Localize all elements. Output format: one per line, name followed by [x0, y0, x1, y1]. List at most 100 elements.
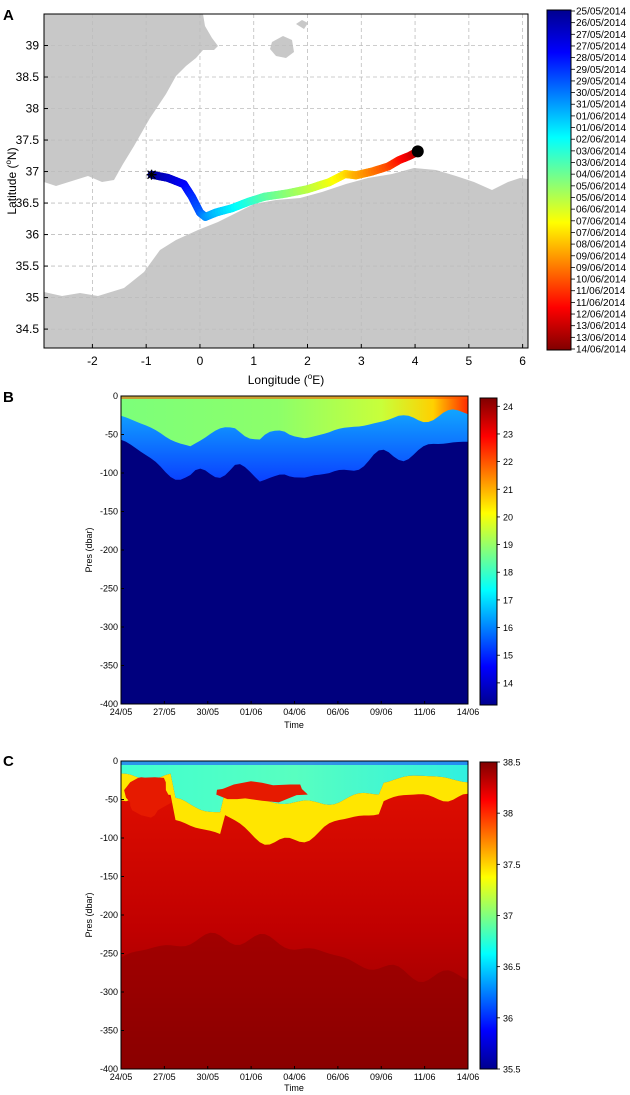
temperature-colorbar: [479, 397, 498, 706]
heatmap-ytick-label: -250: [100, 584, 118, 594]
colorbar-tick-label: 23: [503, 429, 513, 439]
map-ytick-label: 38: [26, 102, 40, 116]
date-colorbar: [546, 9, 572, 351]
date-colorbar-label: 01/06/2014: [576, 111, 626, 122]
heatmap-ytick-label: -150: [100, 872, 118, 882]
panel-a-letter: A: [3, 7, 14, 24]
date-colorbar-label: 11/06/2014: [576, 286, 626, 297]
date-colorbar-label: 03/06/2014: [576, 146, 626, 157]
map-ytick-label: 36.5: [16, 196, 40, 210]
date-colorbar-label: 28/05/2014: [576, 53, 626, 64]
date-colorbar-label: 13/06/2014: [576, 333, 626, 344]
date-colorbar-labels: 25/05/201426/05/201427/05/201427/05/2014…: [571, 7, 626, 356]
colorbar-tick-label: 24: [503, 402, 513, 412]
date-colorbar-label: 05/06/2014: [576, 193, 626, 204]
halocline-band: [121, 773, 468, 845]
date-colorbar-label: 02/06/2014: [576, 135, 626, 146]
date-colorbar-label: 14/06/2014: [576, 345, 626, 356]
map-xtick-label: 3: [358, 354, 365, 368]
heatmap-xtick-label: 30/05: [196, 707, 219, 717]
end-marker: [411, 145, 424, 158]
salinity-colorbar: [479, 761, 498, 1070]
surface-warm-strip: [121, 396, 468, 399]
temperature-ylabel: Pres (dbar): [84, 527, 94, 572]
panel-b-letter: B: [3, 389, 14, 406]
colorbar-tick-label: 38.5: [503, 758, 521, 768]
colorbar-tick-label: 17: [503, 595, 513, 605]
map-frame: [43, 13, 529, 349]
deep-dark-layer: [121, 932, 468, 1069]
start-marker-stroke: [147, 170, 157, 180]
heatmap-xtick-label: 27/05: [153, 1072, 176, 1082]
date-colorbar-label: 12/06/2014: [576, 310, 626, 321]
date-colorbar-label: 08/06/2014: [576, 240, 626, 251]
heatmap-xtick-label: 14/06: [457, 707, 480, 717]
salinity-heatmap: [121, 761, 468, 1069]
panel-b-temperature: B 24/05 27/05 30/05 01/06 04/06 06/06 09/06 11/…: [3, 389, 513, 730]
panel-a-map: A -2 -1 0 1 2 3 4 5 6 34.5 35 35.5 36 36.5 37 37.5 38 38.…: [3, 7, 626, 388]
surface-layer: [121, 396, 468, 447]
date-colorbar-label: 10/06/2014: [576, 275, 626, 286]
panel-c-salinity: C 24/05 27/05 30/05 01/06 04/06 06/06 09/06 11/…: [3, 753, 521, 1093]
colorbar-tick-label: 37.5: [503, 860, 521, 870]
date-colorbar-label: 13/06/2014: [576, 321, 626, 332]
map-xtick-label: 6: [519, 354, 526, 368]
heatmap-ytick-label: -200: [100, 545, 118, 555]
salinity-xlabel: Time: [284, 1083, 304, 1093]
heatmap-xtick-label: 06/06: [327, 707, 350, 717]
heatmap-ytick-label: 0: [113, 391, 118, 401]
heatmap-ytick-label: -100: [100, 468, 118, 478]
date-colorbar-label: 30/05/2014: [576, 88, 626, 99]
heatmap-ytick-label: -150: [100, 507, 118, 517]
heatmap-xtick-label: 01/06: [240, 1072, 263, 1082]
colorbar-tick-label: 37: [503, 911, 513, 921]
heatmap-ytick-label: -300: [100, 622, 118, 632]
map-ytick-label: 34.5: [16, 322, 40, 336]
start-marker: [146, 169, 157, 180]
temperature-ticks: 24/05 27/05 30/05 01/06 04/06 06/06 09/06 11/06…: [100, 391, 479, 717]
heatmap-xtick-label: 11/06: [414, 707, 436, 717]
map-ytick-label: 39: [26, 39, 40, 53]
drifter-track: [146, 145, 424, 221]
heatmap-xtick-label: 04/06: [283, 1072, 306, 1082]
heatmap-ytick-label: -50: [105, 795, 118, 805]
date-colorbar-label: 01/06/2014: [576, 123, 626, 134]
date-colorbar-label: 26/05/2014: [576, 18, 626, 29]
subsurface-saline-patch-1: [124, 777, 172, 818]
map-ytick-label: 36: [26, 228, 40, 242]
date-colorbar-label: 11/06/2014: [576, 298, 626, 309]
salinity-ticks: 24/05 27/05 30/05 01/06 04/06 06/06 09/06 11/06…: [100, 756, 479, 1082]
heatmap-ytick-label: -400: [100, 699, 118, 709]
date-colorbar-label: 09/06/2014: [576, 263, 626, 274]
date-colorbar-label: 29/05/2014: [576, 76, 626, 87]
date-colorbar-label: 31/05/2014: [576, 100, 626, 111]
heatmap-xtick-label: 09/06: [370, 1072, 393, 1082]
salinity-colorbar-labels: 35.5 36 36.5 37 37.5 38 38.5: [497, 758, 521, 1075]
surface-strip: [121, 761, 468, 765]
heatmap-ytick-label: -350: [100, 1026, 118, 1036]
map-gridlines: [44, 14, 528, 348]
heatmap-xtick-label: 11/06: [414, 1072, 436, 1082]
heatmap-ytick-label: 0: [113, 756, 118, 766]
land-menorca: [296, 20, 308, 29]
colorbar-tick-label: 21: [503, 485, 513, 495]
heatmap-xtick-label: 27/05: [153, 707, 176, 717]
salinity-ylabel: Pres (dbar): [84, 892, 94, 937]
heatmap-xtick-label: 01/06: [240, 707, 263, 717]
heatmap-ytick-label: -100: [100, 833, 118, 843]
date-colorbar-label: 07/06/2014: [576, 228, 626, 239]
heatmap-ytick-label: -250: [100, 949, 118, 959]
map-xtick-label: -1: [141, 354, 152, 368]
map-ylabel: Latitude (oN): [4, 147, 19, 214]
temperature-xlabel: Time: [284, 720, 304, 730]
colorbar-tick-label: 38: [503, 809, 513, 819]
heatmap-ytick-label: -400: [100, 1064, 118, 1074]
heatmap-xtick-label: 04/06: [283, 707, 306, 717]
colorbar-tick-label: 15: [503, 651, 513, 661]
colorbar-tick-label: 19: [503, 540, 513, 550]
map-ytick-label: 37.5: [16, 133, 40, 147]
date-colorbar-label: 06/06/2014: [576, 205, 626, 216]
heatmap-xtick-label: 09/06: [370, 707, 393, 717]
map-ytick-label: 37: [26, 165, 40, 179]
